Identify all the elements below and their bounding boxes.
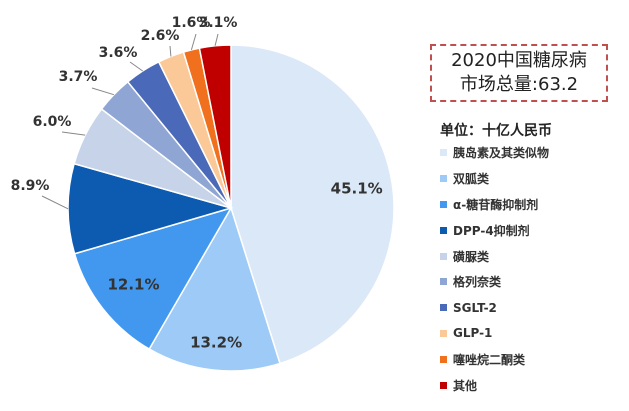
legend-item: 胰岛素及其类似物	[440, 140, 549, 166]
legend-swatch	[440, 149, 447, 157]
chart-legend: 胰岛素及其类似物 双胍类 α-糖苷酶抑制剂 DPP-4抑制剂 磺脲类格列奈类 SGLT-2…	[440, 140, 549, 398]
legend-label: GLP-1	[453, 326, 493, 341]
legend-label: 双胍类	[453, 172, 490, 187]
market-total-box: 2020中国糖尿病 市场总量:63.2	[430, 44, 608, 102]
legend-item: 其他	[440, 372, 549, 398]
legend-swatch	[440, 278, 447, 286]
slice-percent-label: 45.1%	[331, 180, 383, 198]
legend-swatch	[440, 381, 447, 389]
legend-item: GLP-1	[440, 321, 549, 347]
slice-percent-label: 3.1%	[199, 15, 238, 31]
legend-item: DPP-4抑制剂	[440, 217, 549, 243]
legend-swatch	[440, 355, 447, 363]
legend-item: α-糖苷酶抑制剂	[440, 192, 549, 218]
legend-label: SGLT-2	[453, 300, 497, 315]
slice-percent-label: 6.0%	[33, 114, 72, 130]
legend-label: 磺脲类	[453, 249, 490, 264]
leader-line	[91, 87, 115, 96]
legend-swatch	[440, 304, 447, 312]
leader-line	[41, 195, 69, 210]
legend-item: 格列奈类	[440, 269, 549, 295]
legend-label: 噻唑烷二酮类	[453, 352, 526, 367]
slice-percent-label: 13.2%	[190, 334, 242, 352]
slice-percent-label: 8.9%	[11, 178, 50, 194]
slice-labels: 45.1% 13.2% 12.1% 8.9% 6.0% 3.7%3.6%2.6%1.6%3…	[11, 15, 383, 352]
legend-item: 磺脲类	[440, 243, 549, 269]
market-total-line-1: 2020中国糖尿病	[451, 50, 587, 71]
legend-label: 格列奈类	[453, 275, 502, 290]
pie-slice	[148, 206, 281, 372]
legend-item: 双胍类	[440, 166, 549, 192]
legend-swatch	[440, 329, 447, 337]
legend-label: 其他	[453, 378, 478, 393]
leader-line	[169, 45, 172, 57]
legend-label: DPP-4抑制剂	[453, 223, 530, 238]
leader-line	[214, 33, 219, 46]
legend-label: 胰岛素及其类似物	[453, 146, 550, 161]
legend-item: 噻唑烷二酮类	[440, 346, 549, 372]
pie-slice	[67, 162, 234, 255]
pie-slice	[73, 206, 233, 351]
pie-slice	[230, 44, 395, 365]
legend-swatch	[440, 200, 447, 208]
leader-lines	[41, 33, 219, 210]
market-total-line-2: 市场总量:63.2	[459, 74, 579, 95]
legend-label: α-糖苷酶抑制剂	[453, 197, 539, 212]
slice-percent-label: 12.1%	[107, 276, 159, 294]
slice-percent-label: 1.6%	[172, 15, 211, 31]
unit-label: 单位：十亿人民币	[440, 123, 552, 139]
leader-line	[129, 61, 143, 72]
legend-swatch	[440, 175, 447, 183]
slice-percent-label: 2.6%	[141, 28, 180, 44]
legend-item: SGLT-2	[440, 295, 549, 321]
slice-percent-label: 3.6%	[99, 45, 138, 61]
pie-slices	[67, 44, 395, 372]
legend-swatch	[440, 252, 447, 260]
leader-line	[61, 131, 86, 136]
slice-percent-label: 3.7%	[59, 69, 98, 85]
legend-swatch	[440, 226, 447, 234]
leader-line	[190, 33, 197, 51]
